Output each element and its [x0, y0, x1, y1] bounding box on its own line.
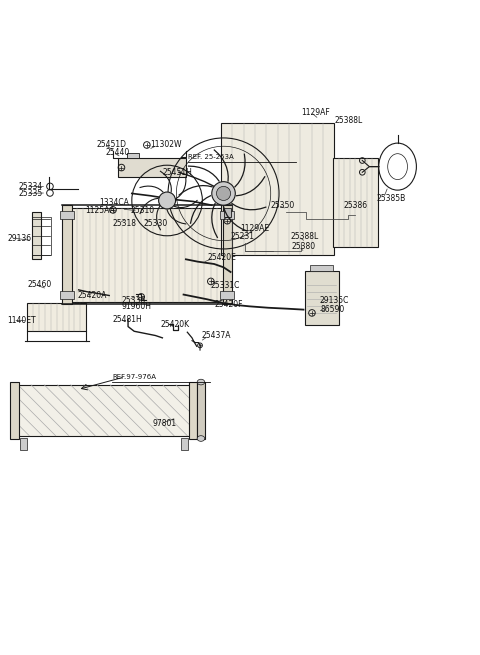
Text: 29136: 29136 — [7, 234, 31, 242]
Bar — [220, 211, 234, 219]
Text: 25350: 25350 — [271, 200, 295, 210]
Text: 1334CA: 1334CA — [99, 198, 129, 207]
Bar — [18, 385, 190, 436]
Circle shape — [216, 187, 230, 200]
Text: 1129AF: 1129AF — [301, 107, 330, 117]
Bar — [305, 271, 339, 325]
Text: 29135C: 29135C — [320, 295, 349, 305]
Text: 25380: 25380 — [292, 242, 316, 251]
Text: 25310: 25310 — [131, 206, 155, 215]
Text: 25460: 25460 — [27, 280, 52, 289]
Text: 91960H: 91960H — [121, 303, 152, 311]
Bar — [181, 438, 188, 450]
Bar — [333, 158, 378, 246]
Bar — [32, 217, 51, 255]
Text: 25437A: 25437A — [202, 331, 231, 341]
Text: 11302W: 11302W — [151, 140, 182, 149]
Bar — [310, 265, 333, 271]
Text: 25231: 25231 — [230, 232, 254, 241]
Bar — [221, 123, 334, 255]
Bar — [60, 291, 74, 299]
Bar — [62, 205, 72, 304]
Ellipse shape — [197, 379, 205, 385]
Text: 25388L: 25388L — [291, 232, 319, 241]
Text: 97801: 97801 — [153, 419, 177, 428]
Text: 25420A: 25420A — [78, 291, 107, 301]
Text: 1129AE: 1129AE — [240, 224, 269, 233]
Bar — [127, 153, 139, 158]
Text: 25330: 25330 — [144, 219, 168, 227]
Bar — [60, 211, 74, 219]
Text: 25318: 25318 — [112, 219, 136, 227]
Text: 25420E: 25420E — [207, 253, 236, 263]
Circle shape — [212, 181, 235, 205]
Text: 25451D: 25451D — [96, 140, 127, 149]
Text: 25335: 25335 — [19, 189, 43, 198]
Bar — [197, 382, 204, 438]
Text: 25451H: 25451H — [162, 168, 192, 177]
Text: 1125AA: 1125AA — [85, 206, 115, 215]
Bar — [220, 291, 234, 299]
Text: 86590: 86590 — [321, 305, 345, 314]
Bar — [223, 205, 232, 304]
Bar — [11, 382, 19, 438]
Text: 25386: 25386 — [344, 200, 368, 210]
Text: 25420K: 25420K — [161, 320, 190, 329]
Text: 25334: 25334 — [19, 182, 43, 191]
Bar — [27, 303, 86, 331]
Bar — [20, 438, 27, 450]
Text: 25420F: 25420F — [214, 301, 242, 309]
Bar — [118, 158, 186, 177]
Bar — [189, 382, 197, 438]
Text: REF. 25-253A: REF. 25-253A — [188, 154, 234, 160]
Text: REF.97-976A: REF.97-976A — [112, 374, 156, 380]
Text: 25481H: 25481H — [112, 314, 142, 324]
Text: 1140ET: 1140ET — [7, 316, 36, 325]
Text: 25440: 25440 — [106, 148, 130, 157]
Text: 25331C: 25331C — [211, 280, 240, 290]
Bar — [32, 212, 40, 259]
Bar — [71, 208, 224, 302]
Text: 25385B: 25385B — [376, 194, 406, 202]
Bar — [225, 208, 231, 217]
Ellipse shape — [197, 436, 205, 441]
Text: 25336: 25336 — [121, 295, 146, 305]
Circle shape — [158, 192, 176, 209]
Text: 25388L: 25388L — [334, 116, 362, 125]
